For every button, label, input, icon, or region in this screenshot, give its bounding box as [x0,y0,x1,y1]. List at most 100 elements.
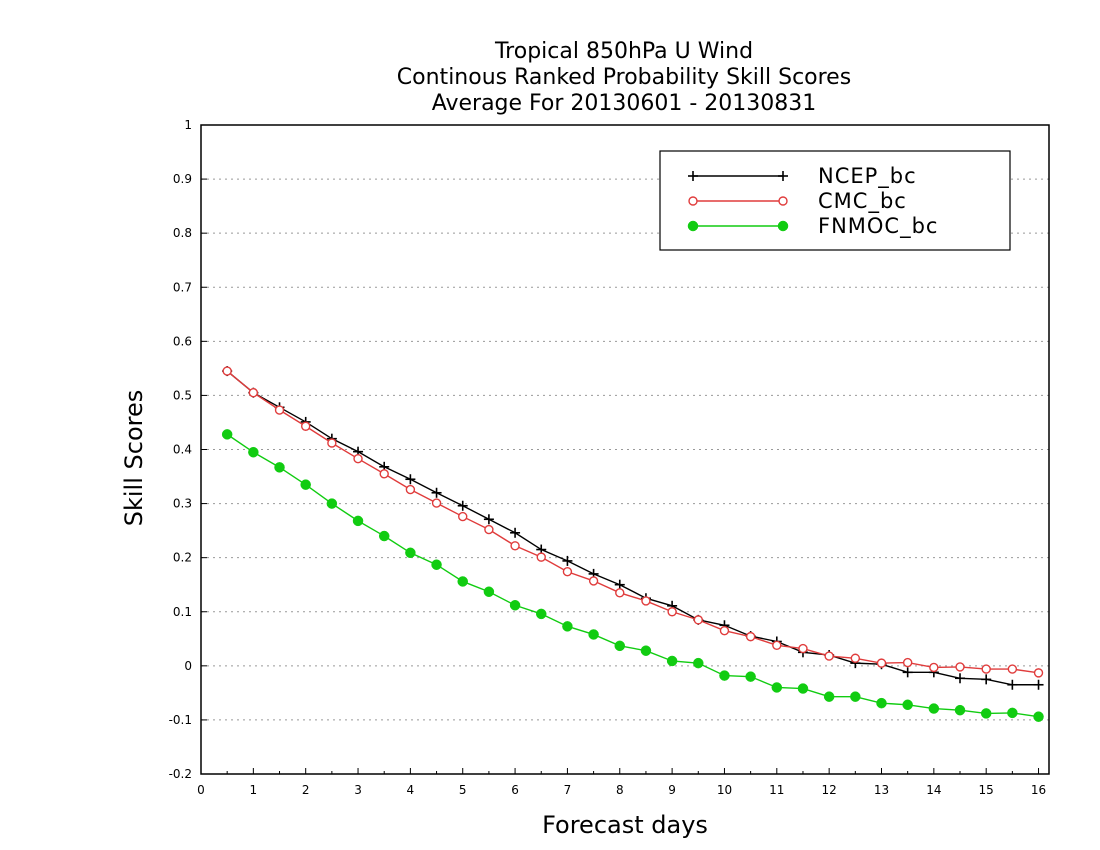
x-tick-label-11: 11 [769,783,784,797]
axis-ticks: -0.2-0.100.10.20.30.40.50.60.70.80.910 1 2… [169,118,1047,797]
x-tick-label-8: 8 [616,783,624,797]
data-point-cmc-bc [353,453,363,464]
data-point-fnmoc-bc [378,530,390,542]
data-point-cmc-bc [431,498,442,508]
data-point-ncep-bc [405,474,416,485]
legend-marker-start-ncep-bc [688,171,698,181]
data-point-fnmoc-bc [850,691,861,702]
x-tick-label-9: 9 [668,783,676,797]
data-point-fnmoc-bc [457,576,468,587]
data-point-ncep-bc [431,487,442,498]
title-line-1: Tropical 850hPa U Wind [494,39,753,64]
data-point-fnmoc-bc [221,429,233,440]
legend-marker-end-cmc-bc [778,196,788,206]
y-tick-label-0-6: 0.6 [173,334,192,348]
x-tick-label-4: 4 [407,783,415,797]
data-point-cmc-bc [667,607,677,617]
data-point-cmc-bc [693,615,703,625]
title-line-3: Average For 20130601 - 20130831 [432,91,817,116]
x-tick-label-6: 6 [511,783,519,797]
x-tick-label-10: 10 [717,783,732,797]
data-point-fnmoc-bc [666,655,678,667]
y-tick-label-0-1: 0.1 [173,605,192,619]
legend-marker-start-fnmoc-bc [687,220,699,232]
data-point-ncep-bc [562,555,573,566]
x-tick-label-15: 15 [979,783,994,797]
x-tick-label-3: 3 [354,783,362,797]
data-point-fnmoc-bc [771,682,783,693]
x-tick-label-7: 7 [564,783,572,797]
data-point-cmc-bc [772,640,782,650]
data-point-fnmoc-bc [719,670,730,681]
y-tick-label-0-8: 0.8 [173,226,192,240]
data-point-cmc-bc [798,643,808,654]
data-point-fnmoc-bc [928,703,940,714]
y-tick-label-0: 0 [184,659,192,673]
data-point-fnmoc-bc [876,697,887,709]
data-point-fnmoc-bc [326,498,338,509]
data-point-cmc-bc [615,588,625,598]
data-point-cmc-bc [510,541,520,551]
data-point-cmc-bc [248,388,259,398]
y-tick-label-1: 1 [184,118,192,132]
x-tick-label-14: 14 [926,783,941,797]
data-point-fnmoc-bc [797,683,809,694]
data-point-cmc-bc [745,631,756,642]
data-point-cmc-bc [379,469,389,479]
x-tick-label-12: 12 [822,783,837,797]
data-point-fnmoc-bc [274,462,285,473]
title-line-2: Continous Ranked Probability Skill Score… [397,65,851,90]
data-point-fnmoc-bc [640,645,652,656]
data-point-ncep-bc [457,500,468,511]
legend-marker-end-fnmoc-bc [777,220,789,232]
y-tick-label-0-7: 0.7 [173,280,192,294]
data-point-cmc-bc [300,421,311,431]
y-tick-label-0-5: 0.5 [173,388,192,402]
data-point-cmc-bc [902,657,913,668]
legend-item-cmc-bc: CMC_bc [688,189,906,214]
data-point-cmc-bc [850,653,861,663]
data-point-cmc-bc [274,405,285,415]
x-axis-title: Forecast days [542,811,708,839]
data-point-fnmoc-bc [823,691,835,702]
data-point-cmc-bc [981,664,991,674]
data-point-ncep-bc [510,527,521,538]
chart-title: Tropical 850hPa U Wind Continous Ranked … [397,39,851,116]
data-point-fnmoc-bc [980,708,992,719]
y-tick-label-0-4: 0.4 [173,443,192,457]
data-point-fnmoc-bc [483,586,495,597]
y-axis-title: Skill Scores [120,390,148,527]
x-tick-label-13: 13 [874,783,889,797]
data-point-fnmoc-bc [509,600,521,611]
series-cmc-bc [222,366,1044,678]
data-point-ncep-bc [1033,679,1044,690]
series-line-fnmoc-bc [226,433,1039,718]
x-tick-label-2: 2 [302,783,310,797]
data-point-fnmoc-bc [588,629,599,640]
data-point-cmc-bc [641,596,651,606]
data-point-fnmoc-bc [614,640,626,652]
series-fnmoc-bc [221,429,1044,722]
data-point-fnmoc-bc [405,547,416,559]
data-point-cmc-bc [1007,664,1018,674]
data-point-cmc-bc [327,438,337,448]
gridlines [201,178,1049,721]
data-point-fnmoc-bc [745,671,756,682]
data-point-cmc-bc [458,511,468,522]
legend-label-ncep-bc: NCEP_bc [818,164,917,189]
data-point-cmc-bc [536,552,546,562]
data-point-cmc-bc [484,524,494,535]
legend-marker-start-cmc-bc [688,196,698,206]
data-point-ncep-bc [955,673,966,684]
x-tick-label-1: 1 [250,783,258,797]
x-tick-label-0: 0 [197,783,205,797]
data-point-cmc-bc [929,662,939,673]
data-point-fnmoc-bc [431,559,442,570]
series-line-ncep-bc [226,370,1039,686]
series-layer [221,366,1044,722]
legend-item-ncep-bc: NCEP_bc [688,164,917,189]
data-point-fnmoc-bc [693,657,704,669]
data-point-fnmoc-bc [1007,707,1018,719]
